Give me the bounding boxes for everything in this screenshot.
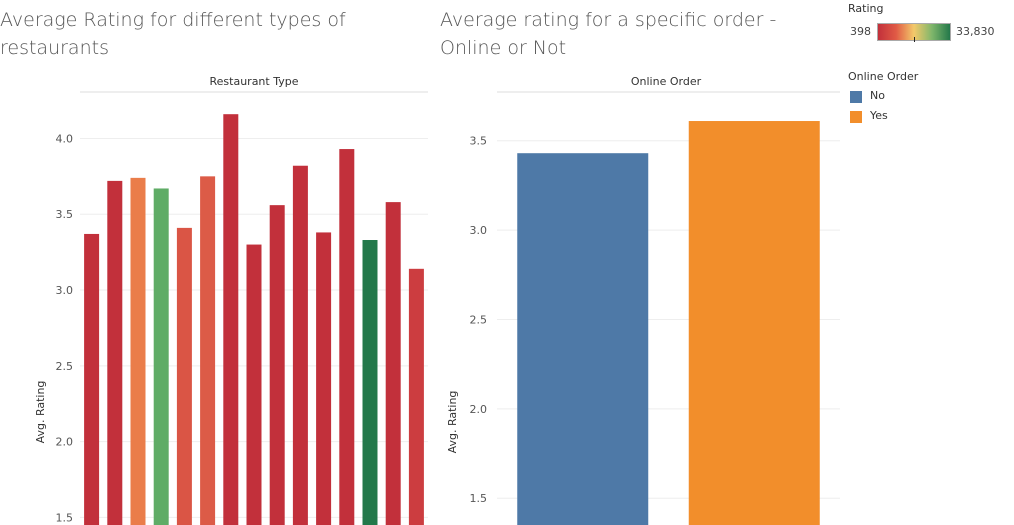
- bar[interactable]: [362, 240, 378, 525]
- bar[interactable]: [84, 233, 100, 525]
- bar[interactable]: [246, 244, 262, 525]
- y-tick-label: 2.0: [56, 436, 74, 449]
- y-axis-label: Avg. Rating: [34, 381, 47, 444]
- y-tick-label: 3.5: [56, 208, 74, 221]
- restaurant-type-chart[interactable]: Restaurant Type 1.5 2.0 2.5 3.0 3.5 4.0 Avg. Ra…: [0, 70, 430, 525]
- bar[interactable]: [200, 176, 216, 525]
- legend-swatch-yes: [850, 111, 862, 123]
- bar[interactable]: [153, 188, 169, 525]
- bar[interactable]: [316, 232, 332, 525]
- legend-item-yes[interactable]: Yes: [850, 109, 910, 125]
- y-tick-label: 4.0: [56, 132, 74, 145]
- rating-scale-marker: [914, 37, 915, 42]
- rating-legend-title: Rating: [848, 2, 884, 15]
- legend-item-no[interactable]: No: [850, 89, 910, 105]
- bar[interactable]: [517, 153, 649, 525]
- bar[interactable]: [223, 114, 239, 525]
- bar[interactable]: [688, 121, 820, 525]
- y-tick-label: 1.5: [470, 492, 488, 505]
- legend-label-yes: Yes: [870, 109, 888, 122]
- y-tick-label: 2.0: [470, 403, 488, 416]
- y-tick-label: 3.5: [470, 135, 488, 148]
- bar[interactable]: [339, 149, 355, 525]
- y-tick-label: 2.5: [470, 313, 488, 326]
- left-chart-title: Average Rating for different types of re…: [0, 9, 346, 59]
- y-tick-label: 1.5: [56, 511, 74, 524]
- bar[interactable]: [107, 180, 123, 525]
- online-order-chart-svg: Online Order 1.5 2.0 2.5 3.0 3.5 Avg. Rating: [446, 75, 840, 525]
- online-order-legend-title: Online Order: [848, 70, 919, 83]
- right-chart-title: Average rating for a specific order - On…: [440, 9, 777, 59]
- bar[interactable]: [130, 177, 146, 525]
- legend-label-no: No: [870, 89, 885, 102]
- rating-legend-max: 33,830: [956, 25, 995, 38]
- chart-header: Online Order: [631, 75, 702, 88]
- chart-header: Restaurant Type: [210, 75, 299, 88]
- bar[interactable]: [292, 165, 308, 525]
- y-tick-label: 3.0: [56, 284, 74, 297]
- y-tick-label: 2.5: [56, 360, 74, 373]
- bar[interactable]: [269, 205, 285, 525]
- legend-swatch-no: [850, 91, 862, 103]
- rating-color-scale: [877, 23, 951, 42]
- restaurant-type-chart-svg: Restaurant Type 1.5 2.0 2.5 3.0 3.5 4.0 Avg. Ra…: [34, 75, 428, 525]
- y-axis-label: Avg. Rating: [446, 391, 459, 454]
- rating-legend-min: 398: [850, 25, 871, 38]
- y-tick-label: 3.0: [470, 224, 488, 237]
- bar[interactable]: [408, 268, 424, 525]
- bar[interactable]: [176, 227, 192, 525]
- online-order-chart[interactable]: Online Order 1.5 2.0 2.5 3.0 3.5 Avg. Rating: [430, 70, 845, 525]
- bar[interactable]: [385, 202, 401, 525]
